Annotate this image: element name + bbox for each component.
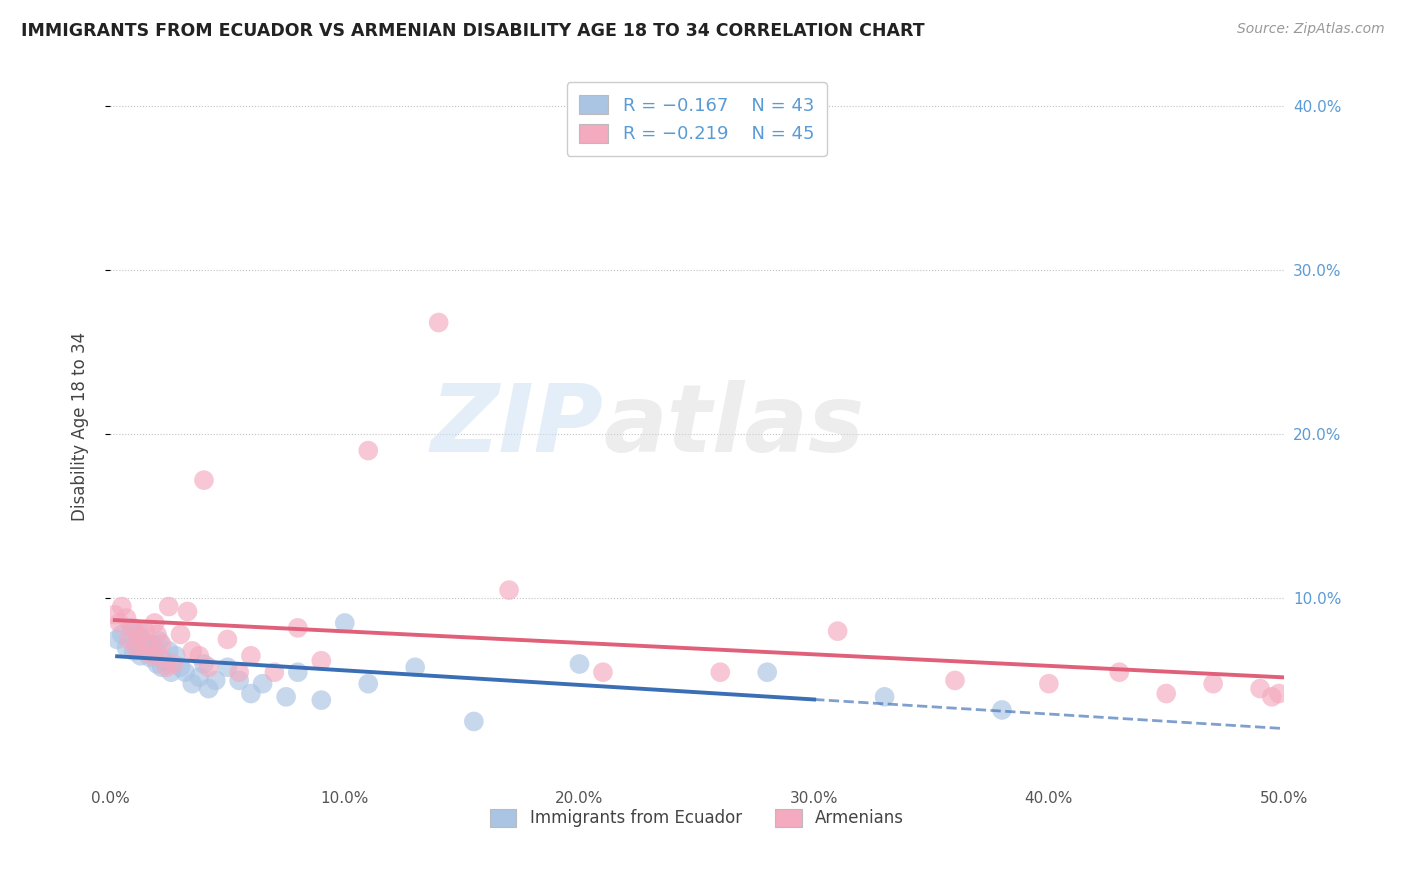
Point xyxy=(134,624,156,639)
Point xyxy=(148,634,170,648)
Point xyxy=(115,611,138,625)
Point xyxy=(132,632,155,647)
Point xyxy=(146,627,169,641)
Point xyxy=(160,665,183,680)
Point xyxy=(162,657,184,671)
Point xyxy=(274,690,297,704)
Point xyxy=(136,637,159,651)
Point xyxy=(1038,676,1060,690)
Point xyxy=(239,687,262,701)
Point xyxy=(1249,681,1271,696)
Point xyxy=(592,665,614,680)
Point xyxy=(111,627,134,641)
Point xyxy=(157,644,180,658)
Point xyxy=(404,660,426,674)
Text: atlas: atlas xyxy=(603,380,865,472)
Point xyxy=(1261,690,1284,704)
Point xyxy=(153,654,176,668)
Point xyxy=(357,443,380,458)
Point xyxy=(197,681,219,696)
Point xyxy=(120,621,142,635)
Point xyxy=(127,627,149,641)
Point xyxy=(756,665,779,680)
Point xyxy=(498,583,520,598)
Point xyxy=(157,599,180,614)
Point xyxy=(150,637,173,651)
Point xyxy=(176,604,198,618)
Point xyxy=(146,657,169,671)
Point xyxy=(1154,687,1177,701)
Text: Source: ZipAtlas.com: Source: ZipAtlas.com xyxy=(1237,22,1385,37)
Point xyxy=(127,624,149,639)
Point xyxy=(155,660,177,674)
Point xyxy=(357,676,380,690)
Point xyxy=(217,660,239,674)
Point xyxy=(122,644,145,658)
Point xyxy=(827,624,849,639)
Point xyxy=(239,648,262,663)
Point xyxy=(333,615,356,630)
Point xyxy=(181,676,204,690)
Point xyxy=(193,473,215,487)
Point xyxy=(568,657,591,671)
Point xyxy=(104,607,127,622)
Point xyxy=(204,673,226,688)
Point xyxy=(193,657,215,671)
Point xyxy=(143,615,166,630)
Point xyxy=(311,693,333,707)
Point xyxy=(228,665,250,680)
Point xyxy=(125,637,148,651)
Point xyxy=(873,690,896,704)
Point xyxy=(115,640,138,655)
Point xyxy=(1202,676,1225,690)
Point xyxy=(181,644,204,658)
Point xyxy=(169,627,191,641)
Point xyxy=(174,665,197,680)
Text: IMMIGRANTS FROM ECUADOR VS ARMENIAN DISABILITY AGE 18 TO 34 CORRELATION CHART: IMMIGRANTS FROM ECUADOR VS ARMENIAN DISA… xyxy=(21,22,925,40)
Point xyxy=(148,648,170,663)
Point xyxy=(134,640,156,655)
Point xyxy=(311,654,333,668)
Point xyxy=(108,615,131,630)
Point xyxy=(252,676,274,690)
Text: ZIP: ZIP xyxy=(430,380,603,472)
Point xyxy=(141,648,163,663)
Y-axis label: Disability Age 18 to 34: Disability Age 18 to 34 xyxy=(72,332,89,521)
Point xyxy=(463,714,485,729)
Point xyxy=(150,660,173,674)
Point xyxy=(228,673,250,688)
Point xyxy=(165,648,187,663)
Point xyxy=(136,644,159,658)
Legend: Immigrants from Ecuador, Armenians: Immigrants from Ecuador, Armenians xyxy=(482,802,911,834)
Point xyxy=(118,632,141,647)
Point xyxy=(111,599,134,614)
Point xyxy=(132,644,155,658)
Point xyxy=(943,673,966,688)
Point xyxy=(263,665,285,680)
Point xyxy=(129,648,152,663)
Point xyxy=(105,632,128,647)
Point xyxy=(287,665,309,680)
Point xyxy=(188,648,211,663)
Point xyxy=(139,650,162,665)
Point xyxy=(141,637,163,651)
Point xyxy=(197,660,219,674)
Point xyxy=(427,316,450,330)
Point xyxy=(169,660,191,674)
Point xyxy=(287,621,309,635)
Point xyxy=(125,640,148,655)
Point xyxy=(1268,687,1291,701)
Point xyxy=(188,670,211,684)
Point xyxy=(991,703,1014,717)
Point xyxy=(709,665,731,680)
Point xyxy=(1108,665,1130,680)
Point xyxy=(143,647,166,661)
Point xyxy=(122,621,145,635)
Point xyxy=(217,632,239,647)
